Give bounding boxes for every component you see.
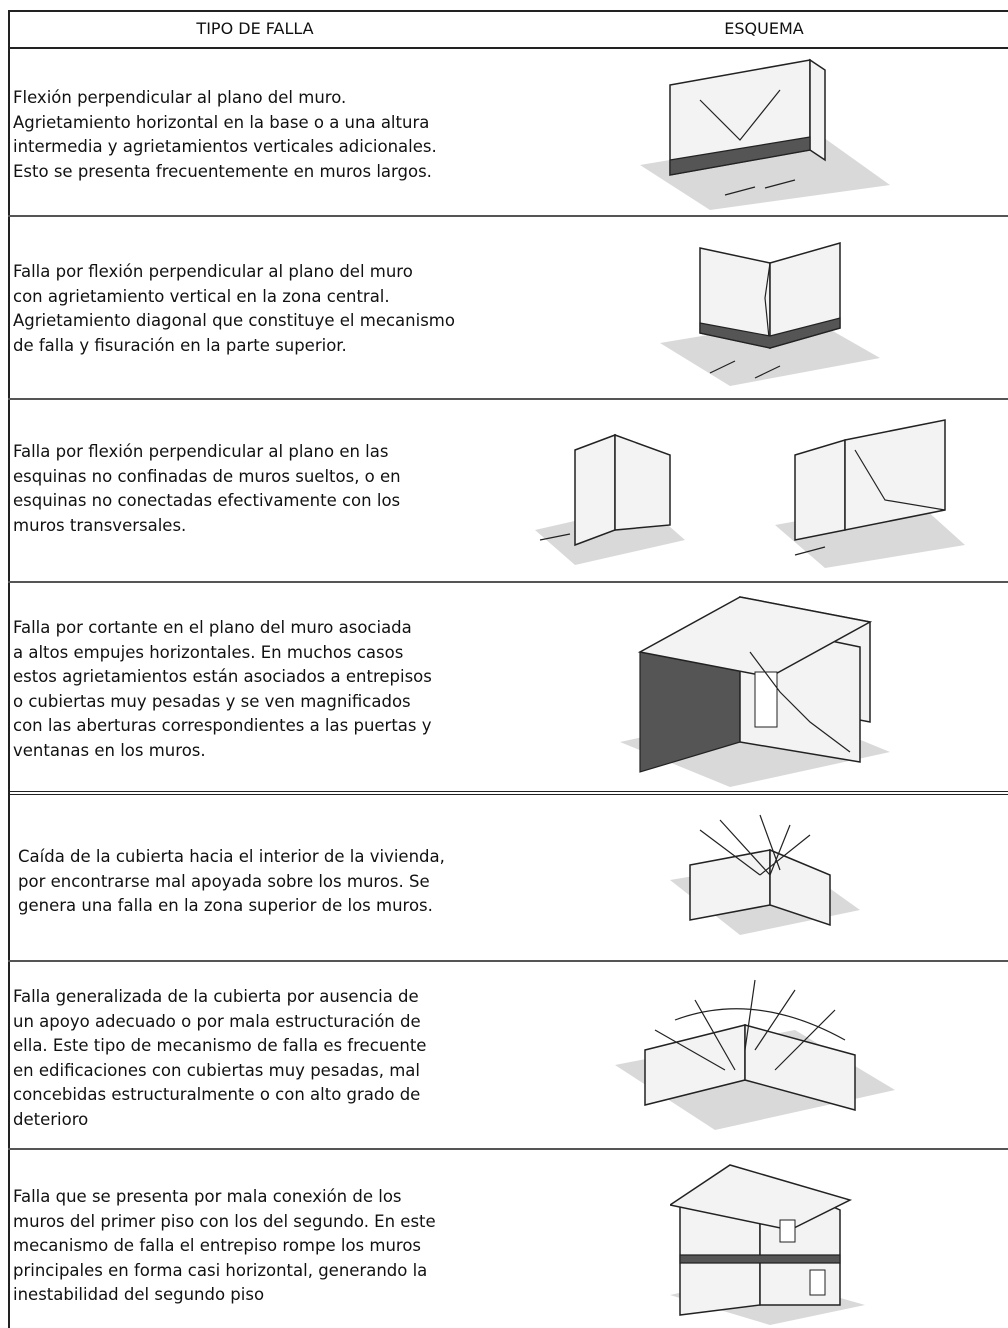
- description-line: Falla por cortante en el plano del muro …: [13, 618, 412, 637]
- row-divider: [8, 47, 1008, 49]
- description-line: en edificaciones con cubiertas muy pesad…: [13, 1060, 420, 1080]
- sketch: [640, 58, 890, 210]
- description: Flexión perpendicular al plano del muro.…: [13, 86, 503, 184]
- description-line: o cubiertas muy pesadas y se ven magnifi…: [13, 691, 411, 711]
- description-line: Falla por flexión perpendicular al plano…: [13, 442, 389, 461]
- description-line: Esto se presenta frecuentemente en muros…: [13, 161, 432, 181]
- description-line: inestabilidad del segundo piso: [13, 1285, 265, 1304]
- description-line: mecanismo de falla el entrepiso rompe lo…: [13, 1236, 422, 1255]
- row-divider: [8, 215, 1008, 217]
- description-line: a altos empujes horizontales. En muchos …: [13, 642, 404, 662]
- description-line: Agrietamiento diagonal que constituye el…: [13, 311, 455, 330]
- row-divider: [8, 1148, 1008, 1150]
- description: Falla que se presenta por mala conexión …: [13, 1185, 503, 1308]
- sketch: [660, 242, 880, 386]
- description-line: Agrietamiento horizontal en la base o a …: [13, 112, 430, 132]
- column-header: ESQUEMA: [724, 19, 804, 38]
- description-line: Falla por flexión perpendicular al plano…: [13, 262, 413, 281]
- description: Falla por cortante en el plano del muro …: [13, 616, 503, 763]
- description: Caída de la cubierta hacia el interior d…: [18, 845, 508, 919]
- column-header: TIPO DE FALLA: [196, 19, 314, 38]
- sketch: [620, 596, 890, 787]
- description: Falla por flexión perpendicular al plano…: [13, 440, 503, 538]
- description-line: muros del primer piso con los del segund…: [13, 1211, 436, 1231]
- table-frame: [8, 10, 1008, 1328]
- description-line: por encontrarse mal apoyada sobre los mu…: [18, 871, 430, 891]
- sketch: [615, 979, 895, 1130]
- description-line: un apoyo adecuado o por mala estructurac…: [13, 1011, 421, 1031]
- description-line: ventanas en los muros.: [13, 740, 206, 760]
- description-line: deterioro: [13, 1109, 89, 1129]
- description-line: Falla generalizada de la cubierta por au…: [13, 987, 419, 1006]
- description-line: principales en forma casi horizontal, ge…: [13, 1260, 428, 1280]
- description-line: muros transversales.: [13, 515, 187, 535]
- row-divider: [8, 398, 1008, 400]
- row-divider: [8, 791, 1008, 795]
- description: Falla generalizada de la cubierta por au…: [13, 985, 503, 1132]
- description-line: esquinas no conectadas efectivamente con…: [13, 491, 401, 510]
- description-line: estos agrietamientos están asociados a e…: [13, 667, 432, 686]
- sketch: [535, 419, 965, 568]
- description-line: con agrietamiento vertical en la zona ce…: [13, 286, 390, 306]
- description-line: intermedia y agrietamientos verticales a…: [13, 137, 437, 156]
- row-divider: [8, 960, 1008, 962]
- sketch: [670, 814, 860, 935]
- description-line: de falla y fisuración en la parte superi…: [13, 335, 347, 355]
- description-line: Flexión perpendicular al plano del muro.: [13, 88, 347, 107]
- description-line: Caída de la cubierta hacia el interior d…: [18, 847, 445, 866]
- description-line: genera una falla en la zona superior de …: [18, 896, 433, 915]
- description-line: con las aberturas correspondientes a las…: [13, 716, 432, 735]
- description-line: concebidas estructuralmente o con alto g…: [13, 1085, 421, 1104]
- description-line: ella. Este tipo de mecanismo de falla es…: [13, 1036, 427, 1055]
- description-line: esquinas no confinadas de muros sueltos,…: [13, 466, 401, 486]
- sketch: [670, 1164, 865, 1325]
- description-line: Falla que se presenta por mala conexión …: [13, 1187, 402, 1206]
- description: Falla por flexión perpendicular al plano…: [13, 260, 503, 358]
- row-divider: [8, 581, 1008, 583]
